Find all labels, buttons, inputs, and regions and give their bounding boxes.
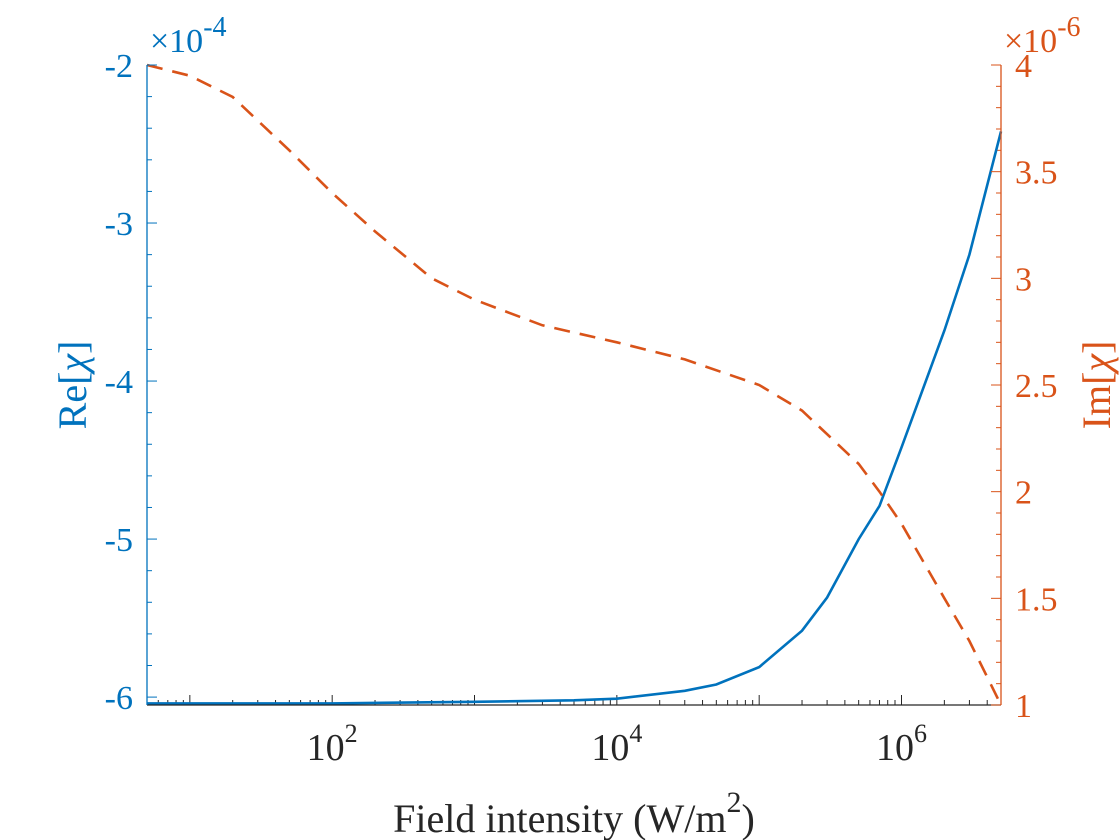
left-tick-label: -2	[105, 48, 133, 85]
left-axis-label-symbol: χ	[50, 353, 95, 376]
left-axis-label-prefix: Re[	[50, 372, 95, 430]
x-tick-label: 106	[876, 719, 927, 769]
x-axis-label-superscript: 2	[726, 786, 741, 819]
right-multiplier-exponent: -6	[1057, 12, 1080, 43]
right-tick-label: 3.5	[1015, 155, 1058, 192]
left-multiplier-base: ×10	[150, 23, 203, 60]
left-tick-label: -5	[105, 522, 133, 559]
right-axis-label-prefix: Im[	[1074, 372, 1119, 430]
left-axis-multiplier: ×10-4	[150, 12, 227, 60]
x-tick-base: 10	[876, 727, 914, 769]
series-line-re-chi	[147, 131, 1003, 705]
series-line-im-chi	[146, 63, 1003, 706]
right-tick-label: 3	[1015, 261, 1032, 298]
left-axis-label-suffix: ]	[50, 341, 95, 354]
right-tick-label: 1	[1015, 688, 1032, 725]
left-tick-label: -6	[105, 680, 133, 717]
series-group	[146, 63, 1003, 706]
left-tick-label: -4	[105, 364, 133, 401]
x-tick-exponent: 6	[914, 719, 927, 748]
x-axis-label-text: Field intensity (W/m	[393, 796, 726, 840]
right-axis-label: Im[χ]	[1074, 341, 1119, 430]
x-tick-exponent: 2	[345, 719, 358, 748]
right-tick-label: 4	[1015, 48, 1032, 85]
left-multiplier-exponent: -4	[203, 12, 226, 43]
right-axis-multiplier: ×10-6	[1004, 12, 1081, 60]
right-axis-label-suffix: ]	[1074, 341, 1119, 354]
x-tick-base: 10	[591, 727, 629, 769]
x-axis-label-tail: )	[741, 796, 754, 840]
left-axis-label: Re[χ]	[50, 341, 95, 430]
right-tick-label: 2.5	[1015, 368, 1058, 405]
axes-group	[146, 64, 1002, 706]
right-multiplier-base: ×10	[1004, 23, 1057, 60]
x-axis-label: Field intensity (W/m2)	[393, 786, 755, 840]
x-tick-label: 104	[591, 719, 642, 769]
x-tick-exponent: 4	[629, 719, 642, 748]
x-tick-label: 102	[307, 719, 358, 769]
left-tick-label: -3	[105, 206, 133, 243]
plot-background	[147, 65, 1001, 705]
right-axis-label-symbol: χ	[1074, 353, 1119, 376]
right-tick-label: 1.5	[1015, 581, 1058, 618]
right-tick-label: 2	[1015, 475, 1032, 512]
x-tick-base: 10	[307, 727, 345, 769]
